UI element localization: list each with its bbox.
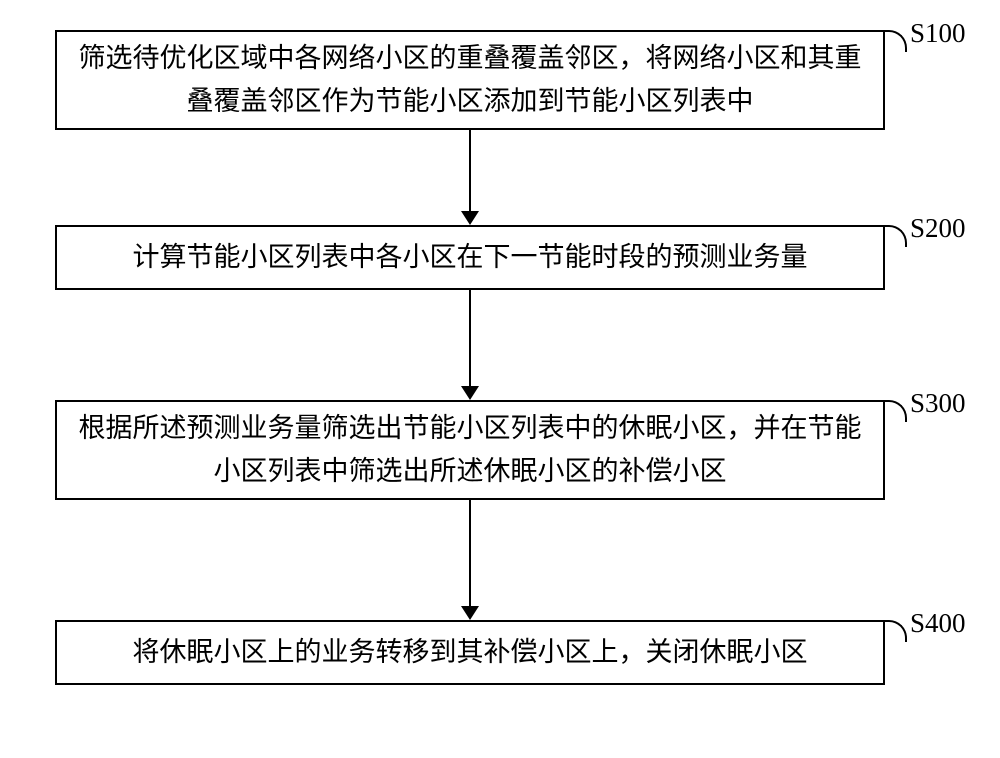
flow-node-s300: 根据所述预测业务量筛选出节能小区列表中的休眠小区，并在节能小区列表中筛选出所述休…	[55, 400, 885, 500]
label-leader-s200	[885, 225, 907, 247]
node-text: 将休眠小区上的业务转移到其补偿小区上，关闭休眠小区	[133, 631, 808, 674]
arrow-s300-s400	[461, 500, 479, 620]
label-leader-s400	[885, 620, 907, 642]
step-label-s200: S200	[910, 213, 966, 244]
flowchart-canvas: 筛选待优化区域中各网络小区的重叠覆盖邻区，将网络小区和其重叠覆盖邻区作为节能小区…	[0, 0, 1000, 758]
step-label-s300: S300	[910, 388, 966, 419]
node-text: 筛选待优化区域中各网络小区的重叠覆盖邻区，将网络小区和其重叠覆盖邻区作为节能小区…	[77, 37, 863, 123]
flow-node-s400: 将休眠小区上的业务转移到其补偿小区上，关闭休眠小区	[55, 620, 885, 685]
label-leader-s100	[885, 30, 907, 52]
step-label-s400: S400	[910, 608, 966, 639]
node-text: 计算节能小区列表中各小区在下一节能时段的预测业务量	[133, 236, 808, 279]
flow-node-s100: 筛选待优化区域中各网络小区的重叠覆盖邻区，将网络小区和其重叠覆盖邻区作为节能小区…	[55, 30, 885, 130]
label-leader-s300	[885, 400, 907, 422]
step-label-s100: S100	[910, 18, 966, 49]
flow-node-s200: 计算节能小区列表中各小区在下一节能时段的预测业务量	[55, 225, 885, 290]
arrow-s200-s300	[461, 290, 479, 400]
node-text: 根据所述预测业务量筛选出节能小区列表中的休眠小区，并在节能小区列表中筛选出所述休…	[77, 407, 863, 493]
arrow-s100-s200	[461, 130, 479, 225]
